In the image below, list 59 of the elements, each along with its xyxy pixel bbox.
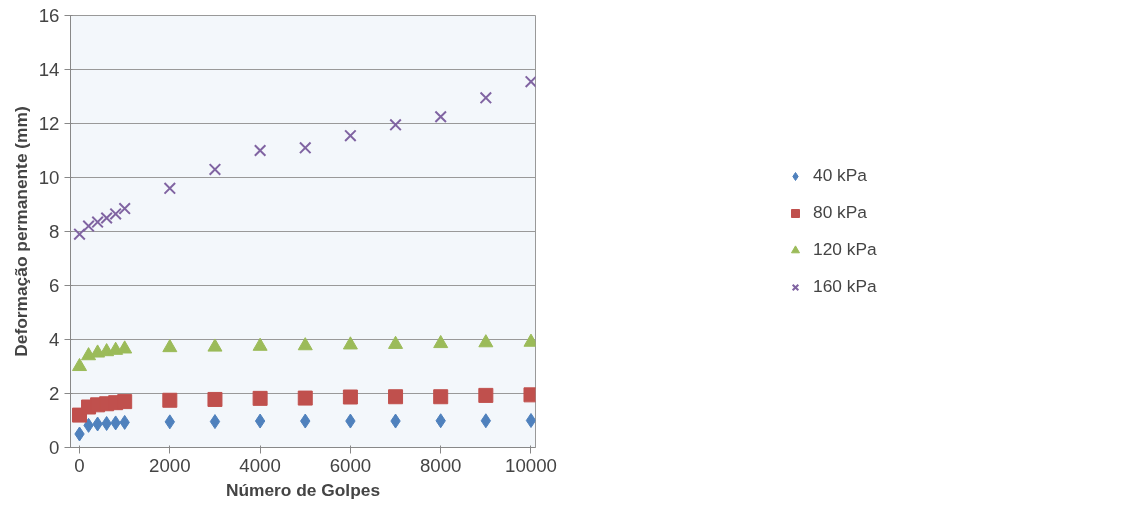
point	[73, 227, 86, 241]
point	[163, 182, 177, 195]
x-tick-label: 2000	[149, 454, 191, 476]
point	[118, 202, 131, 215]
x-axis-title: Número de Golpes	[225, 479, 381, 500]
y-tick-label: 6	[49, 275, 60, 296]
point	[342, 336, 358, 350]
point	[389, 118, 402, 132]
legend-label: 80 kPa	[813, 202, 868, 223]
point	[478, 334, 494, 348]
point	[524, 75, 536, 88]
point	[208, 163, 222, 176]
point	[109, 207, 122, 221]
point	[117, 340, 133, 354]
point	[252, 390, 268, 406]
x-tick-label: 6000	[329, 454, 372, 476]
y-tick-label: 14	[38, 59, 60, 80]
point	[162, 339, 178, 353]
y-tick-label: 2	[49, 383, 60, 404]
point	[82, 219, 95, 233]
point	[207, 338, 223, 352]
point	[252, 337, 268, 351]
point	[478, 387, 494, 403]
y-tick-label: 0	[49, 437, 60, 458]
point	[433, 389, 449, 405]
point	[253, 144, 267, 157]
legend-label: 160 kPa	[813, 276, 878, 297]
y-tick-label: 8	[49, 221, 60, 242]
point	[117, 394, 133, 410]
point	[254, 413, 266, 429]
point	[525, 413, 536, 428]
point	[297, 337, 313, 351]
x-tick-label: 4000	[239, 454, 281, 476]
point	[207, 391, 223, 407]
point	[480, 413, 492, 429]
legend-label: 40 kPa	[813, 165, 868, 186]
point	[297, 390, 313, 406]
y-tick-label: 16	[38, 5, 60, 26]
legend-label: 120 kPa	[813, 239, 878, 260]
point	[388, 335, 404, 349]
point	[162, 392, 178, 408]
y-axis-title: Deformação permanente (mm)	[10, 106, 31, 357]
point	[433, 334, 449, 349]
point	[209, 414, 221, 430]
point	[388, 389, 404, 405]
point	[100, 211, 113, 225]
x-tick-label: 10000	[505, 454, 557, 476]
point	[479, 91, 493, 105]
point	[434, 110, 447, 124]
y-tick-label: 4	[49, 329, 60, 350]
point	[342, 389, 358, 405]
point	[298, 141, 312, 155]
x-tick-label: 8000	[419, 454, 462, 476]
point	[344, 129, 357, 142]
point	[72, 357, 88, 372]
y-tick-label: 12	[38, 113, 60, 134]
point	[91, 215, 104, 229]
y-tick-label: 10	[38, 167, 60, 188]
x-tick-label: 0	[74, 454, 85, 476]
